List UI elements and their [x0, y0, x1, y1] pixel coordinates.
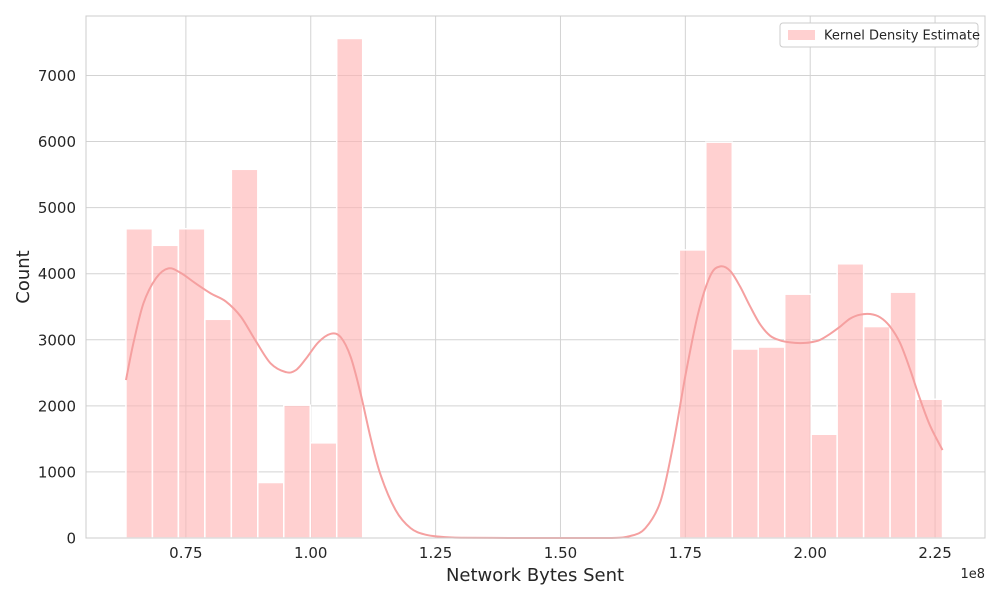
- x-tick-label: 0.75: [169, 544, 202, 562]
- y-tick-label: 2000: [38, 397, 76, 415]
- x-axis-offset-label: 1e8: [960, 567, 985, 582]
- x-tick-label: 1.50: [544, 544, 577, 562]
- legend-box: [779, 22, 979, 48]
- histogram-bar: [810, 433, 838, 539]
- histogram-bar: [731, 348, 760, 539]
- histogram-bar: [309, 442, 338, 539]
- x-tick-label: 2.00: [793, 544, 826, 562]
- histogram-bar: [915, 398, 944, 539]
- histogram-bar: [705, 141, 734, 539]
- histogram-bar: [204, 318, 233, 539]
- histogram-bar: [177, 228, 206, 539]
- histogram-bar: [836, 263, 865, 539]
- x-axis-tick-labels: 0.75 1.00 1.25 1.50 1.75 2.00 2.25: [169, 544, 952, 562]
- y-axis-title: Count: [13, 250, 34, 303]
- histogram-bars: [125, 37, 944, 539]
- y-tick-label: 3000: [38, 331, 76, 349]
- y-axis-tick-labels: 0 1000 2000 3000 4000 5000 6000 7000: [38, 67, 76, 548]
- x-tick-label: 2.25: [918, 544, 951, 562]
- histogram-bar: [783, 293, 812, 539]
- histogram-bar: [151, 244, 180, 539]
- histogram-bar: [678, 249, 707, 539]
- histogram-bar: [257, 481, 285, 539]
- legend-label: Kernel Density Estimate: [824, 29, 980, 44]
- histogram-bar: [335, 37, 364, 539]
- histogram-bar: [757, 346, 786, 539]
- kde-curve-layer: [125, 265, 944, 539]
- plot-frame: [85, 15, 986, 539]
- x-axis-title: Network Bytes Sent: [446, 565, 624, 586]
- y-tick-label: 0: [66, 530, 76, 548]
- y-tick-label: 7000: [38, 67, 76, 85]
- x-tick-label: 1.25: [419, 544, 452, 562]
- y-tick-label: 1000: [38, 463, 76, 481]
- y-tick-label: 5000: [38, 199, 76, 217]
- kde-curve: [125, 265, 944, 539]
- histogram-bar: [125, 228, 154, 539]
- histogram-bar: [283, 404, 312, 539]
- y-tick-label: 4000: [38, 265, 76, 283]
- histogram-bar: [230, 168, 259, 539]
- x-tick-label: 1.00: [294, 544, 327, 562]
- x-tick-label: 1.75: [669, 544, 702, 562]
- y-tick-label: 6000: [38, 133, 76, 151]
- legend-swatch: [788, 30, 815, 40]
- legend: Kernel Density Estimate: [779, 22, 980, 48]
- histogram-bar: [889, 291, 917, 539]
- histogram-bar: [862, 325, 891, 539]
